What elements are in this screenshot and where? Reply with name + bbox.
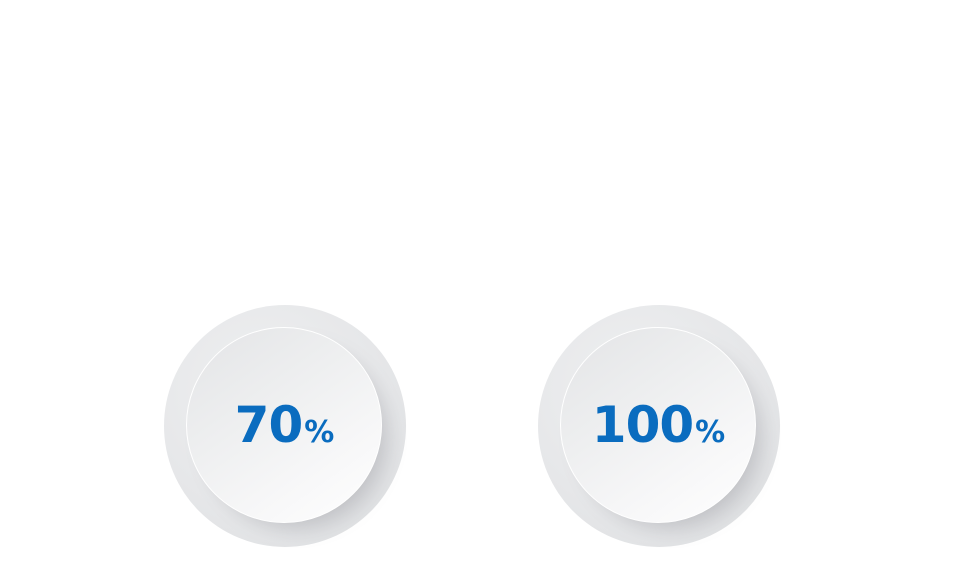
badge-unit: % xyxy=(304,415,334,450)
percent-badge-70: 70 % xyxy=(164,305,406,547)
percent-badge-100: 100 % xyxy=(538,305,780,547)
badge-unit: % xyxy=(695,415,725,450)
badge-value: 70 % xyxy=(234,396,335,454)
badge-disc: 100 % xyxy=(560,327,756,523)
badge-value: 100 % xyxy=(591,396,725,454)
badge-number: 70 xyxy=(234,396,304,454)
badge-disc: 70 % xyxy=(186,327,382,523)
badge-number: 100 xyxy=(591,396,694,454)
